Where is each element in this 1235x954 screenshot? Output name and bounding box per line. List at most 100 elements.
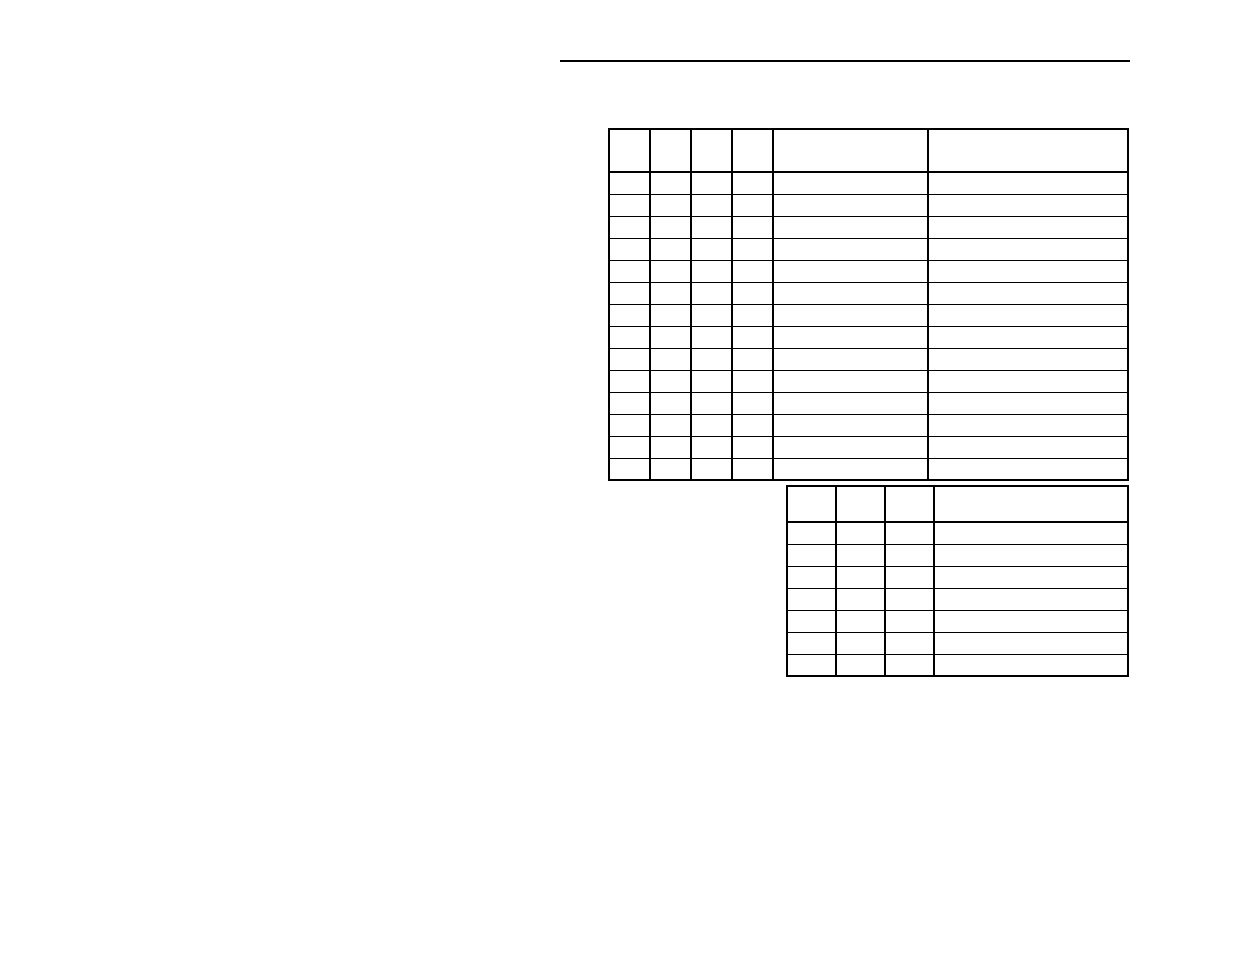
table-cell	[609, 458, 650, 480]
table-cell	[773, 326, 928, 348]
table-cell	[928, 414, 1128, 436]
table-cell	[787, 544, 836, 566]
col-header	[836, 486, 885, 522]
table-cell	[650, 414, 691, 436]
table-cell	[773, 370, 928, 392]
table-cell	[650, 392, 691, 414]
table-header-row	[787, 486, 1128, 522]
table-cell	[691, 172, 732, 194]
table-cell	[928, 458, 1128, 480]
table-cell	[732, 392, 773, 414]
table-row	[609, 348, 1128, 370]
table-header-row	[609, 129, 1128, 172]
table-row	[787, 610, 1128, 632]
table-cell	[928, 260, 1128, 282]
table-cell	[609, 260, 650, 282]
table-row	[609, 304, 1128, 326]
table-cell	[691, 370, 732, 392]
table-cell	[934, 544, 1128, 566]
table-row	[787, 588, 1128, 610]
table-cell	[650, 326, 691, 348]
table-cell	[787, 610, 836, 632]
table-cell	[787, 654, 836, 676]
table-cell	[934, 588, 1128, 610]
col-header	[885, 486, 934, 522]
table-cell	[609, 414, 650, 436]
table-cell	[691, 194, 732, 216]
table-cell	[836, 522, 885, 544]
table-cell	[934, 610, 1128, 632]
table-cell	[732, 260, 773, 282]
table-cell	[691, 436, 732, 458]
table-cell	[773, 414, 928, 436]
table-cell	[732, 458, 773, 480]
table-cell	[928, 436, 1128, 458]
col-header	[691, 129, 732, 172]
table-cell	[934, 566, 1128, 588]
main-table-body	[609, 172, 1128, 480]
table-cell	[650, 172, 691, 194]
table-cell	[609, 392, 650, 414]
table-cell	[773, 216, 928, 238]
table-cell	[885, 654, 934, 676]
table-cell	[609, 304, 650, 326]
table-row	[609, 326, 1128, 348]
table-cell	[609, 216, 650, 238]
col-header	[928, 129, 1128, 172]
table-row	[609, 458, 1128, 480]
table-cell	[609, 370, 650, 392]
table-cell	[691, 216, 732, 238]
main-table	[608, 128, 1129, 481]
table-cell	[885, 522, 934, 544]
table-cell	[650, 348, 691, 370]
table-cell	[928, 238, 1128, 260]
table-row	[609, 216, 1128, 238]
table-cell	[732, 326, 773, 348]
table-cell	[773, 304, 928, 326]
table-cell	[928, 304, 1128, 326]
table-cell	[609, 194, 650, 216]
table-cell	[885, 544, 934, 566]
table-cell	[836, 588, 885, 610]
col-header	[773, 129, 928, 172]
table-cell	[934, 522, 1128, 544]
table-cell	[609, 436, 650, 458]
table-row	[609, 282, 1128, 304]
table-cell	[691, 260, 732, 282]
table-cell	[928, 172, 1128, 194]
table-cell	[691, 392, 732, 414]
table-cell	[885, 588, 934, 610]
table-cell	[836, 566, 885, 588]
table-cell	[609, 348, 650, 370]
table-cell	[732, 304, 773, 326]
table-cell	[732, 436, 773, 458]
table-row	[609, 238, 1128, 260]
table-cell	[691, 304, 732, 326]
table-cell	[609, 238, 650, 260]
table-cell	[732, 414, 773, 436]
table-cell	[928, 370, 1128, 392]
table-cell	[650, 458, 691, 480]
table-row	[787, 632, 1128, 654]
table-cell	[885, 610, 934, 632]
table-row	[609, 370, 1128, 392]
table-cell	[773, 392, 928, 414]
col-header	[609, 129, 650, 172]
sub-table-body	[787, 522, 1128, 676]
table-cell	[836, 610, 885, 632]
table-cell	[773, 172, 928, 194]
sub-table	[786, 485, 1129, 677]
table-row	[609, 172, 1128, 194]
table-cell	[691, 282, 732, 304]
col-header	[934, 486, 1128, 522]
table-row	[609, 414, 1128, 436]
table-cell	[928, 392, 1128, 414]
table-row	[609, 260, 1128, 282]
table-row	[609, 392, 1128, 414]
table-cell	[691, 348, 732, 370]
table-row	[787, 522, 1128, 544]
table-cell	[650, 304, 691, 326]
table-cell	[609, 282, 650, 304]
table-cell	[934, 654, 1128, 676]
table-cell	[787, 522, 836, 544]
